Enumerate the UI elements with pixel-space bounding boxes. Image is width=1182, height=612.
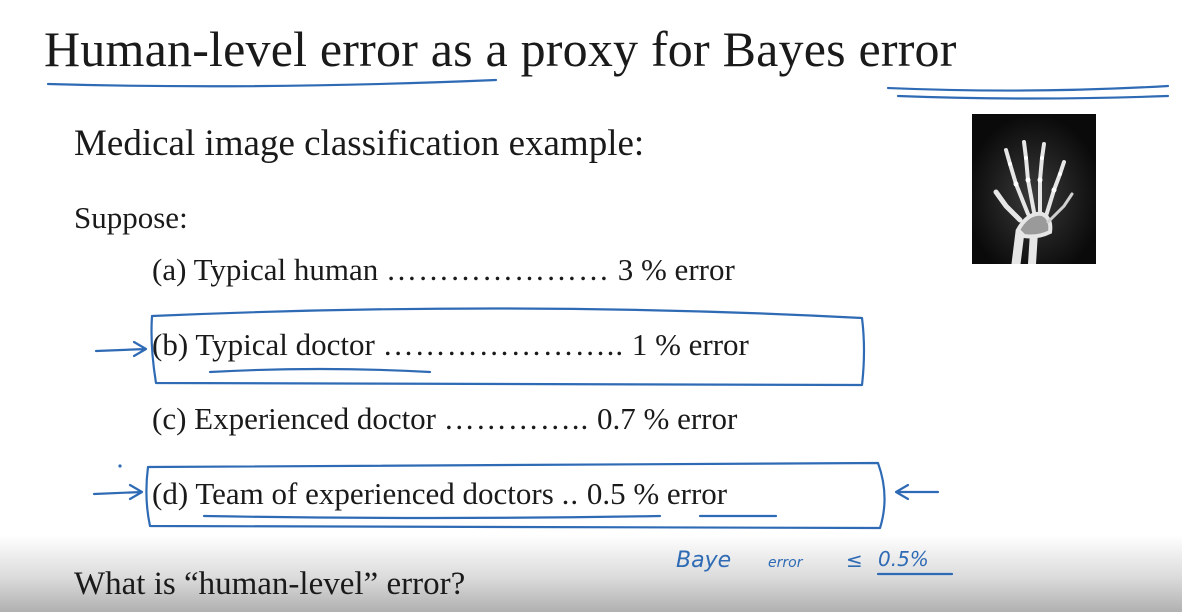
subtitle: Medical image classification example: (74, 123, 645, 164)
title-part-bayes-error: Bayes error (722, 21, 957, 77)
box-typical-doctor (150, 307, 866, 387)
item-value: 1 % error (631, 327, 749, 362)
question-text: What is “human-level” error? (74, 566, 466, 602)
hand-xray-image (972, 114, 1096, 269)
item-dots: ………………….. (382, 327, 625, 362)
note-sym: ≤ (846, 548, 863, 572)
item-dots: .. (561, 476, 580, 511)
suppose-label: Suppose: (74, 200, 188, 235)
arrow-b (94, 340, 148, 358)
list-item-typical-human: (a) Typical human ………………… 3 % error (152, 252, 735, 288)
item-dots: ………….. (443, 401, 590, 436)
list-item-team-of-doctors: (d) Team of experienced doctors .. 0.5 %… (152, 476, 727, 512)
item-dots: ………………… (385, 252, 610, 287)
hand-xray-icon (972, 114, 1096, 269)
box-team-doctors (145, 461, 886, 530)
item-value: 0.7 % error (597, 401, 738, 436)
underline-typical-doctor (208, 367, 432, 374)
arrow-d-right (894, 483, 940, 501)
underline-human-level-error (46, 78, 498, 88)
item-label: (d) Team of experienced doctors (152, 476, 554, 511)
ink-dot (118, 464, 122, 468)
note-mid: error (768, 555, 804, 571)
note-right: 0.5% (878, 547, 929, 571)
list-item-typical-doctor: (b) Typical doctor ………………….. 1 % error (152, 327, 749, 363)
arrow-d-left (92, 483, 144, 501)
title-part-middle: as a proxy for (418, 21, 723, 77)
item-value: 3 % error (617, 252, 735, 287)
title-part-human-level-error: Human-level error (44, 21, 419, 77)
item-label: (b) Typical doctor (152, 327, 375, 362)
list-item-experienced-doctor: (c) Experienced doctor ………….. 0.7 % erro… (152, 401, 737, 437)
item-label: (c) Experienced doctor (152, 401, 437, 436)
slide-title: Human-level error as a proxy for Bayes e… (44, 20, 957, 78)
underline-team (202, 514, 662, 520)
footer-shade (0, 535, 1182, 612)
note-left: Baye (676, 548, 731, 573)
underline-bayes-error-2 (896, 94, 1170, 100)
underline-bayes-error-1 (886, 84, 1170, 92)
item-label: (a) Typical human (152, 252, 379, 287)
item-value: 0.5 % error (586, 476, 728, 511)
